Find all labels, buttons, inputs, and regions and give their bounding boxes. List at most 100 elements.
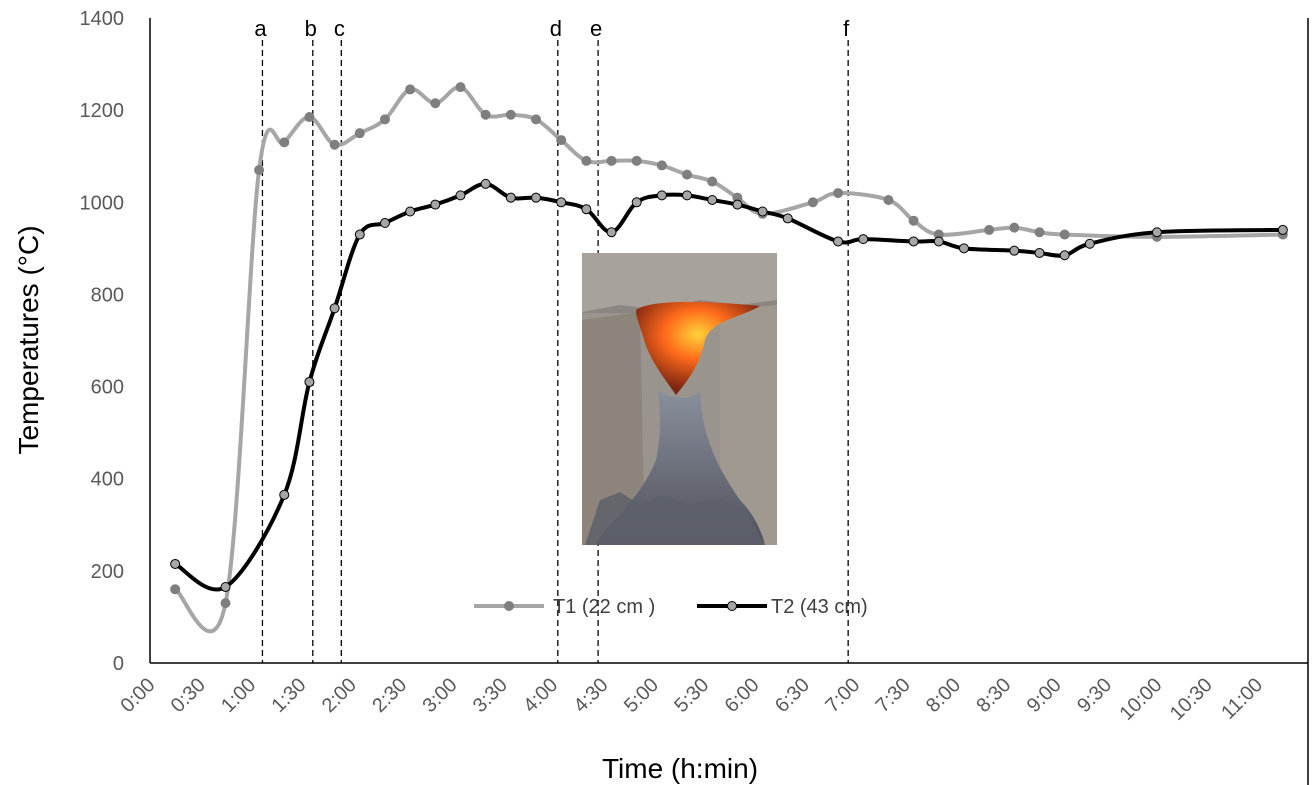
x-tick-label: 7:00 <box>821 674 864 717</box>
x-tick-label: 1:00 <box>217 674 260 717</box>
x-tick-label: 4:30 <box>570 674 613 717</box>
data-point-t2 <box>505 192 516 203</box>
x-axis-title: Time (h:min) <box>602 753 758 784</box>
y-axis-title: Temperatures (°C) <box>13 225 44 454</box>
marker-label-e: e <box>590 16 602 41</box>
data-point-t2 <box>958 243 969 254</box>
legend-marker-t2 <box>727 601 737 611</box>
x-tick-label: 0:30 <box>167 674 210 717</box>
marker-label-f: f <box>843 16 850 41</box>
x-tick-label: 4:00 <box>519 674 562 717</box>
y-tick-label: 1400 <box>80 8 125 30</box>
data-point-t2 <box>656 190 667 201</box>
y-tick-label: 600 <box>91 377 124 399</box>
data-point-t1 <box>1059 229 1070 240</box>
data-point-t1 <box>807 197 818 208</box>
x-tick-label: 1:30 <box>267 674 310 717</box>
data-point-t1 <box>279 137 290 148</box>
data-point-t2 <box>430 199 441 210</box>
data-point-t1 <box>329 139 340 150</box>
data-point-t1 <box>170 584 181 595</box>
data-point-t1 <box>606 155 617 166</box>
data-point-t1 <box>581 155 592 166</box>
marker-label-b: b <box>305 16 317 41</box>
series-points <box>170 82 1288 609</box>
data-point-t2 <box>1277 224 1288 235</box>
data-point-t2 <box>405 206 416 217</box>
legend-marker-t1 <box>504 601 514 611</box>
x-tick-label: 11:00 <box>1217 674 1267 724</box>
data-point-t2 <box>556 197 567 208</box>
x-tick-label: 5:00 <box>620 674 663 717</box>
data-point-t2 <box>329 303 340 314</box>
data-point-t1 <box>480 109 491 120</box>
data-point-t2 <box>379 218 390 229</box>
axes <box>149 18 1309 785</box>
data-point-t2 <box>354 229 365 240</box>
data-point-t2 <box>1009 245 1020 256</box>
data-point-t2 <box>833 236 844 247</box>
x-tick-label: 0:00 <box>116 674 159 717</box>
x-tick-label: 3:00 <box>419 674 462 717</box>
data-point-t1 <box>220 598 231 609</box>
y-tick-label: 0 <box>113 653 124 675</box>
data-point-t2 <box>782 213 793 224</box>
data-point-t2 <box>531 192 541 203</box>
x-tick-label: 10:00 <box>1116 674 1167 725</box>
data-point-t2 <box>1151 227 1162 238</box>
data-point-t1 <box>631 155 642 166</box>
data-point-t1 <box>883 194 894 205</box>
marker-label-d: d <box>550 16 562 41</box>
data-point-t1 <box>455 82 466 93</box>
data-point-t2 <box>732 199 743 210</box>
y-tick-label: 800 <box>91 284 124 306</box>
x-tick-label: 2:00 <box>318 674 361 717</box>
data-point-t1 <box>505 109 516 120</box>
x-axis-ticks: 0:00 0:30 1:00 1:30 2:00 2:30 3:00 3:30 4:00 4:30… <box>116 674 1267 725</box>
data-point-t2 <box>606 227 617 238</box>
marker-label-a: a <box>254 16 267 41</box>
x-tick-label: 8:30 <box>972 674 1015 717</box>
kiln-fire-photo <box>582 253 777 545</box>
data-point-t2 <box>455 190 466 201</box>
x-tick-label: 9:30 <box>1073 674 1116 717</box>
y-tick-label: 200 <box>91 561 124 583</box>
data-point-t1 <box>707 176 718 187</box>
marker-label-c: c <box>334 16 345 41</box>
data-point-t1 <box>1009 222 1020 233</box>
x-tick-label: 6:00 <box>721 674 764 717</box>
data-point-t1 <box>531 114 541 125</box>
data-point-t1 <box>833 188 844 199</box>
data-point-t2 <box>170 558 181 569</box>
data-point-t2 <box>933 236 944 247</box>
data-point-t1 <box>556 135 567 146</box>
data-point-t2 <box>1084 238 1095 249</box>
legend: T1 (22 cm ) T2 (43 cm) <box>474 596 868 618</box>
data-point-t2 <box>682 190 693 201</box>
data-point-t1 <box>379 114 390 125</box>
data-point-t1 <box>682 169 693 180</box>
data-point-t2 <box>304 376 315 387</box>
data-point-t2 <box>279 489 290 500</box>
data-point-t1 <box>656 160 667 171</box>
x-tick-label: 3:30 <box>469 674 512 717</box>
x-tick-label: 10:30 <box>1166 674 1217 725</box>
data-point-t2 <box>480 178 491 189</box>
data-point-t1 <box>354 128 365 139</box>
data-point-t2 <box>757 206 768 217</box>
data-point-t1 <box>1034 227 1045 238</box>
x-tick-label: 5:30 <box>670 674 713 717</box>
x-tick-label: 9:00 <box>1023 674 1066 717</box>
data-point-t1 <box>405 84 416 95</box>
data-point-t1 <box>254 165 265 176</box>
x-tick-label: 6:30 <box>771 674 814 717</box>
data-point-t1 <box>430 98 441 109</box>
data-point-t1 <box>304 112 315 123</box>
legend-label-t1: T1 (22 cm ) <box>553 596 655 618</box>
data-point-t2 <box>858 234 869 245</box>
y-tick-label: 1000 <box>80 192 125 214</box>
y-tick-label: 1200 <box>80 100 125 122</box>
data-point-t2 <box>220 581 231 592</box>
legend-label-t2: T2 (43 cm) <box>771 596 868 618</box>
